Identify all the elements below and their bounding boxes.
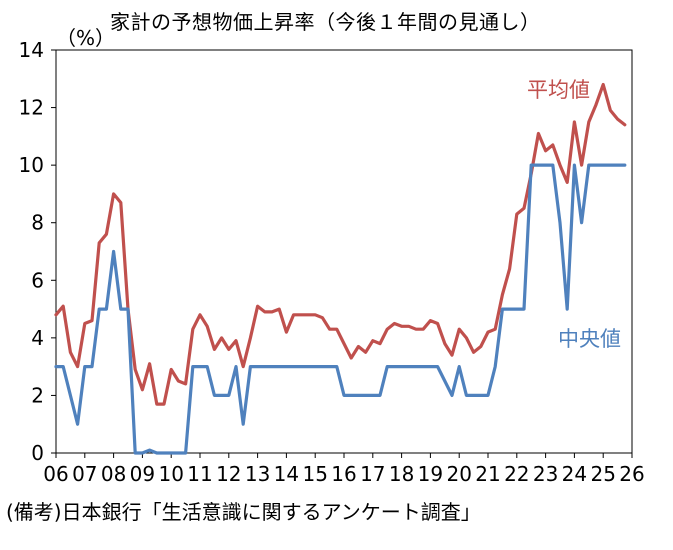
series-line-median	[54, 163, 627, 455]
chart-title: 家計の予想物価上昇率（今後１年間の見通し）	[110, 10, 541, 34]
y-tick-label: 8	[31, 211, 44, 235]
x-axis: 06 07 08 09 10 11 12 13 14 15 16 17 18 19 20 21 22 23 24 25…	[43, 453, 645, 486]
y-tick-label: 12	[19, 96, 44, 120]
x-tick-label: 08	[101, 462, 126, 486]
y-axis: 0 2 4 6 8 10 12 14	[19, 38, 56, 465]
y-tick-label: 14	[19, 38, 44, 62]
x-tick-label: 16	[331, 462, 356, 486]
y-axis-unit-label: （%）	[56, 26, 116, 50]
x-tick-label: 17	[360, 462, 385, 486]
y-tick-label: 4	[31, 326, 44, 350]
x-tick-label: 18	[389, 462, 414, 486]
y-tick-label: 0	[31, 441, 44, 465]
series-line-mean	[54, 82, 627, 406]
series-group	[54, 82, 627, 455]
series-label-median: 中央値	[558, 327, 621, 351]
x-tick-label: 22	[504, 462, 529, 486]
x-tick-label: 09	[130, 462, 155, 486]
source-note: (備考)日本銀行「生活意識に関するアンケート調査」	[6, 500, 481, 524]
series-label-mean: 平均値	[527, 78, 590, 102]
x-tick-label: 07	[72, 462, 97, 486]
x-tick-label: 06	[43, 462, 68, 486]
y-tick-label: 10	[19, 153, 44, 177]
x-tick-label: 13	[245, 462, 270, 486]
x-tick-label: 10	[158, 462, 183, 486]
x-tick-label: 21	[475, 462, 500, 486]
y-tick-label: 2	[31, 383, 44, 407]
x-tick-label: 20	[446, 462, 471, 486]
y-tick-label: 6	[31, 268, 44, 292]
x-tick-label: 25	[590, 462, 615, 486]
x-tick-label: 15	[302, 462, 327, 486]
x-tick-label: 26	[619, 462, 644, 486]
x-tick-label: 14	[274, 462, 299, 486]
x-tick-label: 12	[216, 462, 241, 486]
x-tick-label: 11	[187, 462, 212, 486]
x-tick-label: 23	[533, 462, 558, 486]
x-tick-label: 24	[562, 462, 587, 486]
x-tick-label: 19	[418, 462, 443, 486]
